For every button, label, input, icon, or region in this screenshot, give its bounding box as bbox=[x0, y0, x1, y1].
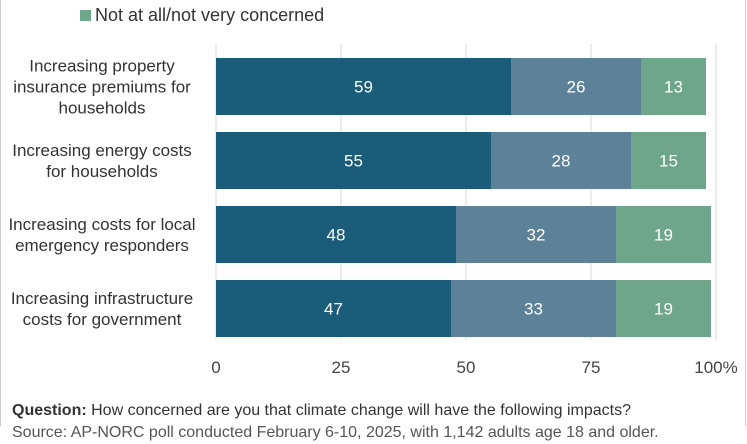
bar-segment bbox=[216, 280, 451, 337]
category-label: Increasing property bbox=[29, 57, 175, 76]
bar-segment bbox=[216, 206, 456, 263]
data-label: 47 bbox=[324, 300, 343, 319]
data-label: 33 bbox=[524, 300, 543, 319]
question-label: Question: bbox=[12, 402, 87, 419]
category-label: emergency responders bbox=[15, 236, 189, 255]
data-label: 55 bbox=[344, 152, 363, 171]
data-label: 28 bbox=[552, 152, 571, 171]
bar-segment bbox=[216, 132, 491, 189]
data-label: 19 bbox=[654, 300, 673, 319]
data-label: 32 bbox=[527, 226, 546, 245]
bar-segment bbox=[456, 206, 616, 263]
bar-segment bbox=[616, 206, 711, 263]
x-tick-label: 100% bbox=[694, 358, 737, 377]
data-label: 19 bbox=[654, 226, 673, 245]
category-label: costs for government bbox=[23, 310, 182, 329]
category-label: Increasing costs for local bbox=[8, 215, 195, 234]
stacked-bar-chart: 0 25 50 75 100% 59 26 13 Increasing property insu… bbox=[8, 44, 738, 377]
category-label: Increasing infrastructure bbox=[11, 289, 193, 308]
category-label: households bbox=[59, 99, 146, 118]
legend-label: Not at all/not very concerned bbox=[95, 4, 325, 25]
legend-swatch bbox=[80, 9, 91, 21]
source-text: Source: AP-NORC poll conducted February … bbox=[12, 424, 659, 441]
bar-segment bbox=[616, 280, 711, 337]
legend: Not at all/not very concerned bbox=[80, 2, 324, 28]
bar-segment bbox=[631, 132, 706, 189]
data-label: 59 bbox=[354, 78, 373, 97]
page-frame bbox=[0, 0, 746, 426]
data-label: 15 bbox=[659, 152, 678, 171]
x-tick-label: 25 bbox=[332, 358, 351, 377]
x-tick-label: 0 bbox=[211, 358, 220, 377]
bar-segment bbox=[216, 58, 511, 115]
bar-segment bbox=[511, 58, 641, 115]
question-text: How concerned are you that climate chang… bbox=[91, 402, 631, 419]
category-label: Increasing energy costs bbox=[12, 141, 192, 160]
x-tick-label: 50 bbox=[457, 358, 476, 377]
data-label: 26 bbox=[567, 78, 586, 97]
bar-segment bbox=[491, 132, 631, 189]
bar-segment bbox=[641, 58, 706, 115]
x-tick-label: 75 bbox=[582, 358, 601, 377]
bar-segment bbox=[451, 280, 616, 337]
data-label: 13 bbox=[664, 78, 683, 97]
category-label: for households bbox=[46, 162, 158, 181]
data-label: 48 bbox=[327, 226, 346, 245]
category-label: insurance premiums for bbox=[13, 78, 191, 97]
chart-footer: Question: How concerned are you that cli… bbox=[12, 400, 742, 444]
